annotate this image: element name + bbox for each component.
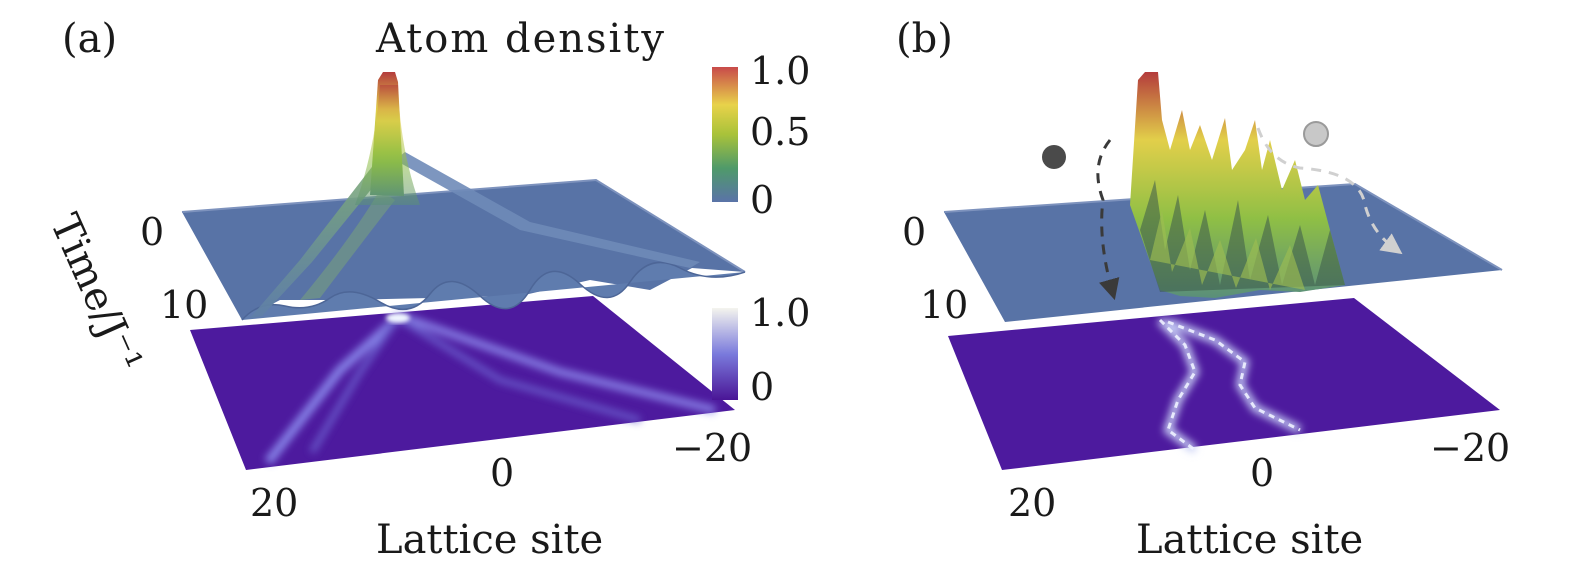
panel-a-x-tick-left: 20: [250, 481, 298, 525]
panel-b-x-tick-right: −20: [1430, 426, 1510, 470]
panel-b-surface: [943, 72, 1503, 322]
panel-b-heatmap: [948, 298, 1500, 470]
panel-b-dark-arrow: [1096, 139, 1120, 301]
panel-b-x-tick-center: 0: [1250, 451, 1274, 495]
panel-a-label: (a): [62, 16, 117, 62]
panel-a-surface: [181, 72, 746, 321]
panel-a-time-axis-label: Time/J⁻¹: [41, 207, 151, 379]
panel-a-colorbar-surface: [712, 67, 738, 202]
panel-a-cb-map-tick-top: 1.0: [750, 291, 810, 335]
panel-b-x-tick-left: 20: [1008, 481, 1056, 525]
panel-a-cb-surface-tick-top: 1.0: [750, 49, 810, 93]
panel-a-time-tick-10: 10: [160, 283, 208, 327]
panel-a-time-tick-0: 0: [140, 210, 164, 254]
panel-a: (a) Atom density: [41, 16, 811, 563]
panel-b-dark-particle-marker: [1042, 145, 1066, 169]
panel-b-label: (b): [896, 16, 953, 62]
panel-a-heatmap: [190, 296, 735, 470]
panel-b: (b) 0 10 20 0 −: [896, 16, 1510, 563]
panel-a-x-tick-center: 0: [490, 451, 514, 495]
panel-b-x-axis-label: Lattice site: [1136, 517, 1363, 563]
panel-a-x-axis-label: Lattice site: [376, 517, 603, 563]
panel-a-cb-surface-tick-bottom: 0: [750, 178, 774, 222]
panel-a-colorbar-map: [712, 308, 738, 400]
panel-a-title: Atom density: [375, 16, 666, 62]
panel-b-light-arrow: [1256, 127, 1403, 255]
panel-b-time-tick-0: 0: [902, 210, 926, 254]
panel-a-cb-map-tick-bottom: 0: [750, 365, 774, 409]
panel-b-time-tick-10: 10: [920, 283, 968, 327]
panel-a-cb-surface-tick-mid: 0.5: [750, 110, 810, 154]
panel-a-x-tick-right: −20: [672, 426, 752, 470]
panel-b-light-particle-marker: [1303, 121, 1329, 147]
